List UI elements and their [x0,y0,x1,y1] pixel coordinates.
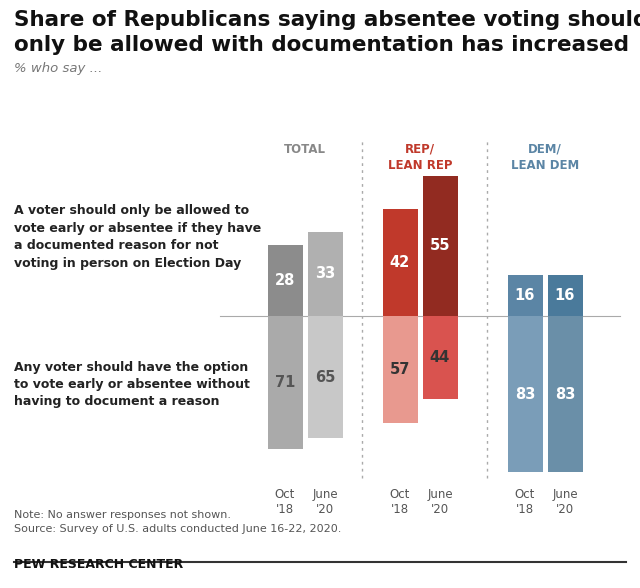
Text: 16: 16 [555,288,575,303]
Text: 83: 83 [555,386,575,402]
Bar [268,245,303,316]
Text: June
'20: June '20 [427,488,453,516]
Text: 33: 33 [315,266,335,282]
Bar [307,316,342,438]
Text: % who say ...: % who say ... [14,62,102,75]
Text: Oct
'18: Oct '18 [275,488,295,516]
Text: 71: 71 [275,375,295,390]
Bar [508,316,543,472]
Bar [383,316,417,423]
Text: only be allowed with documentation has increased: only be allowed with documentation has i… [14,35,629,55]
Text: Share of Republicans saying absentee voting should: Share of Republicans saying absentee vot… [14,10,640,30]
Bar [383,209,417,316]
Text: Oct
'18: Oct '18 [515,488,535,516]
Bar [268,316,303,449]
Text: PEW RESEARCH CENTER: PEW RESEARCH CENTER [14,558,183,571]
Text: 55: 55 [429,238,451,253]
Text: June
'20: June '20 [312,488,338,516]
Text: Note: No answer responses not shown.: Note: No answer responses not shown. [14,510,231,520]
Bar [307,232,342,316]
Text: 28: 28 [275,273,295,288]
Text: REP/
LEAN REP: REP/ LEAN REP [388,143,452,172]
Bar [508,275,543,316]
Text: A voter should only be allowed to
vote early or absentee if they have
a document: A voter should only be allowed to vote e… [14,204,261,270]
Bar [547,316,582,472]
Text: 57: 57 [390,362,410,377]
Text: 83: 83 [515,386,535,402]
Text: Source: Survey of U.S. adults conducted June 16-22, 2020.: Source: Survey of U.S. adults conducted … [14,524,341,534]
Text: 44: 44 [430,350,450,365]
Text: 16: 16 [515,288,535,303]
Bar [422,176,458,316]
Bar [547,275,582,316]
Text: Any voter should have the option
to vote early or absentee without
having to doc: Any voter should have the option to vote… [14,360,250,409]
Text: 42: 42 [390,255,410,270]
Text: June
'20: June '20 [552,488,578,516]
Bar [422,316,458,399]
Text: Oct
'18: Oct '18 [390,488,410,516]
Text: TOTAL: TOTAL [284,143,326,156]
Text: DEM/
LEAN DEM: DEM/ LEAN DEM [511,143,579,172]
Text: 65: 65 [315,370,335,385]
